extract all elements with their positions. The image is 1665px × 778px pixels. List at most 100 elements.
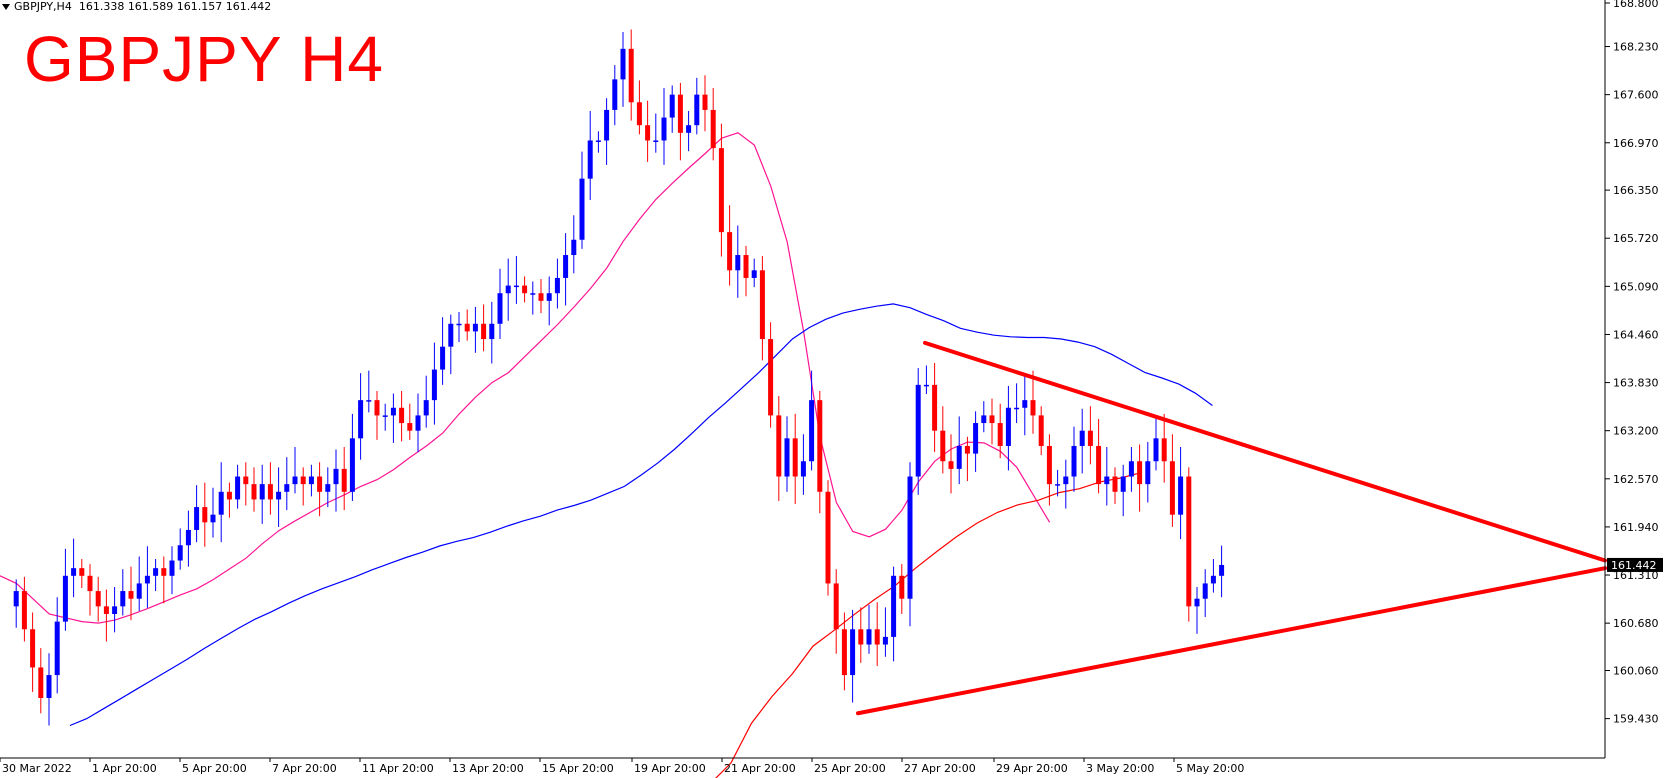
candle-body <box>612 79 618 110</box>
candlestick-layer <box>13 29 1225 726</box>
candle-body <box>809 400 815 462</box>
candle-body <box>669 94 675 118</box>
candle-body <box>817 400 823 492</box>
time-tick-label: 30 Mar 2022 <box>2 762 72 775</box>
time-tick-label: 21 Apr 20:00 <box>724 762 796 775</box>
candle-body <box>71 568 77 576</box>
time-tick-label: 1 Apr 20:00 <box>92 762 157 775</box>
candle-body <box>636 102 642 126</box>
candle-body <box>1104 476 1110 485</box>
candle-body <box>128 591 134 599</box>
candle-body <box>997 423 1003 446</box>
price-tick-label: 164.460 <box>1613 328 1659 341</box>
candle-body <box>1161 438 1167 462</box>
candle-body <box>759 270 765 340</box>
candle-body <box>833 583 839 630</box>
candle-body <box>177 545 183 561</box>
candle-body <box>718 148 724 233</box>
candle-body <box>456 323 462 326</box>
candle-body <box>1194 598 1200 607</box>
candle-body <box>87 575 93 592</box>
candle-body <box>907 476 913 599</box>
candle-body <box>112 606 118 614</box>
triangle-upper-trendline <box>923 340 1607 563</box>
candle-body <box>915 384 921 477</box>
candle-body <box>989 415 995 424</box>
candle-body <box>169 560 175 576</box>
candle-body <box>1055 484 1061 486</box>
candle-body <box>276 491 282 500</box>
candle-body <box>30 629 36 668</box>
candle-body <box>366 400 372 402</box>
candle-body <box>226 491 232 500</box>
candle-body <box>645 125 651 141</box>
candle-body <box>768 339 774 416</box>
current-price-label: 161.442 <box>1607 557 1663 572</box>
candle-body <box>103 606 109 614</box>
candle-body <box>776 415 782 477</box>
candle-body <box>423 400 429 416</box>
chart-overlay-title: GBPJPY H4 <box>24 23 384 95</box>
candle-body <box>251 484 257 500</box>
candle-body <box>579 178 585 240</box>
candle-body <box>341 468 347 492</box>
svg-text:161.442: 161.442 <box>1611 559 1657 572</box>
candle-body <box>1005 407 1011 446</box>
candle-body <box>1210 575 1216 584</box>
price-axis: 168.800 168.230 167.600 166.970 166.350 165.7… <box>1605 0 1659 726</box>
candle-body <box>1022 400 1028 408</box>
candle-body <box>505 285 511 294</box>
candle-body <box>858 629 864 645</box>
candle-body <box>1071 445 1077 477</box>
candle-body <box>948 461 954 469</box>
candle-body <box>13 591 19 607</box>
time-tick-label: 3 May 20:00 <box>1086 762 1154 775</box>
candle-body <box>1128 461 1134 477</box>
candle-body <box>308 476 314 485</box>
candle-body <box>317 476 323 492</box>
candle-body <box>325 484 331 492</box>
candle-body <box>882 636 888 645</box>
candle-body <box>349 438 355 492</box>
price-tick-label: 162.570 <box>1613 473 1659 486</box>
candle-body <box>850 629 856 676</box>
candle-body <box>1202 583 1208 599</box>
candle-body <box>415 415 421 431</box>
candle-body <box>1063 476 1069 485</box>
candle-body <box>866 629 872 645</box>
candle-body <box>595 140 601 142</box>
candle-body <box>194 507 200 530</box>
candle-body <box>1096 445 1102 485</box>
candle-body <box>210 514 216 523</box>
candle-body <box>292 476 298 485</box>
candle-body <box>891 575 897 637</box>
dropdown-triangle-icon[interactable] <box>2 4 10 10</box>
candle-body <box>604 109 610 141</box>
triangle-lower-trendline <box>856 566 1607 716</box>
candle-body <box>120 591 126 607</box>
candle-body <box>333 468 339 485</box>
time-tick-label: 13 Apr 20:00 <box>452 762 524 775</box>
candle-body <box>185 529 191 546</box>
time-tick-label: 5 May 20:00 <box>1176 762 1244 775</box>
candle-body <box>153 568 159 576</box>
symbol-label: GBPJPY,H4 <box>14 0 72 13</box>
candle-body <box>1137 461 1143 485</box>
price-tick-label: 165.090 <box>1613 280 1659 293</box>
price-tick-label: 163.200 <box>1613 425 1659 438</box>
candle-body <box>1079 430 1085 446</box>
price-tick-label: 168.230 <box>1613 41 1659 54</box>
candle-body <box>981 415 987 424</box>
candle-body <box>587 140 593 179</box>
candle-body <box>751 270 757 278</box>
candle-body <box>399 407 405 424</box>
time-tick-label: 19 Apr 20:00 <box>634 762 706 775</box>
candle-body <box>571 239 577 256</box>
price-tick-label: 159.430 <box>1613 713 1659 726</box>
candle-body <box>694 94 700 126</box>
candle-body <box>407 423 413 431</box>
candle-body <box>735 255 741 271</box>
price-tick-label: 163.830 <box>1613 377 1659 390</box>
candle-body <box>448 323 454 347</box>
